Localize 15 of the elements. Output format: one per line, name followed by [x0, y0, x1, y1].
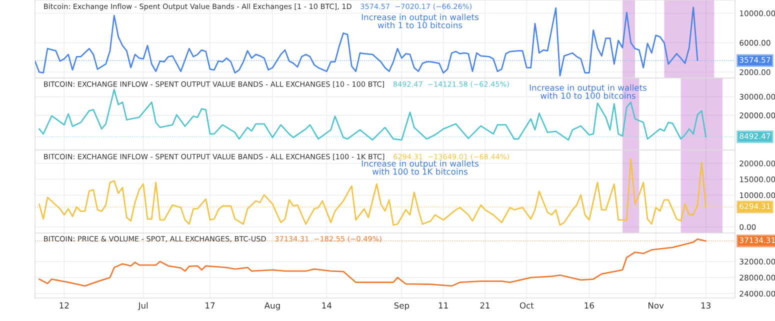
x-tick-label: 13: [701, 302, 710, 309]
x-tick-label: 16: [584, 302, 594, 309]
x-tick-label: Oct: [520, 302, 534, 309]
annotation: Increase in output in wallets with 1 to 10 bitcoins: [362, 14, 479, 28]
x-tick-label: 21: [480, 302, 490, 308]
x-tick-label: Sep: [394, 302, 410, 310]
x-tick-label: Nov: [648, 302, 664, 309]
x-tick-label: 11: [438, 302, 448, 308]
x-tick-label: 17: [206, 302, 215, 308]
x-tick-label: Jul: [138, 302, 148, 310]
annotation: Increase in output in wallets with 100 to 1K bitcoins: [362, 160, 479, 175]
annotation: Increase in output in wallets with 10 to 100 bitcoins: [530, 84, 647, 99]
x-tick-label: 12: [60, 302, 69, 308]
x-tick-label: 14: [322, 302, 332, 308]
x-tick-label: Aug: [264, 302, 280, 310]
